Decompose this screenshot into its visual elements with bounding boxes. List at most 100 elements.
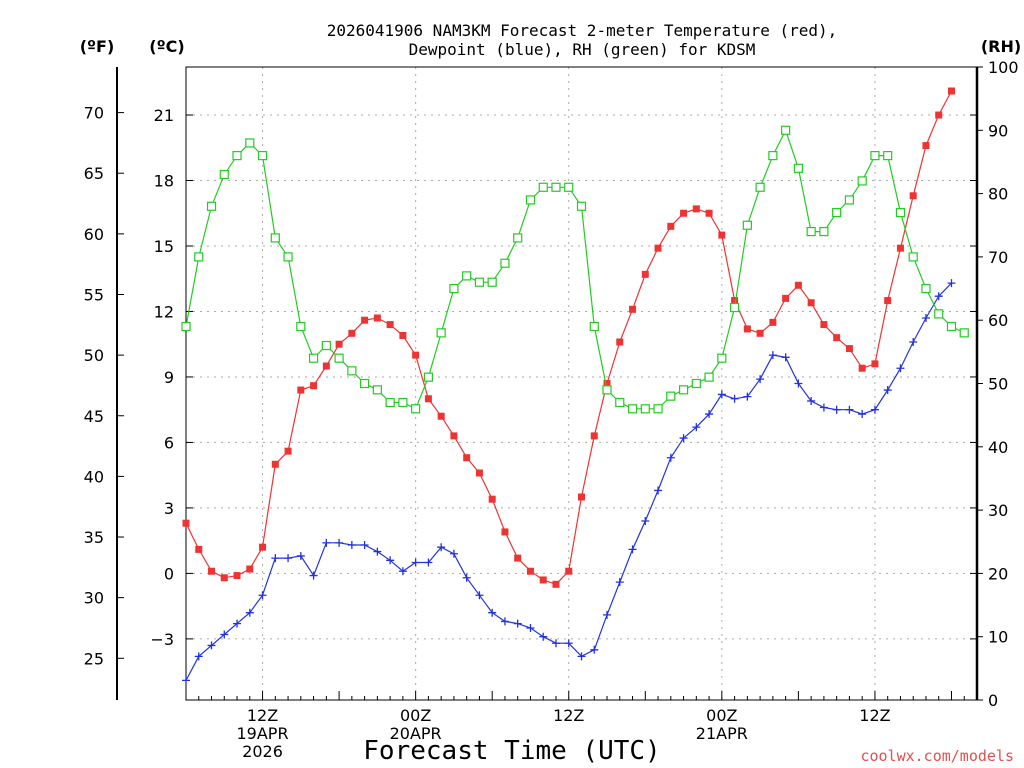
rh-point — [449, 283, 459, 294]
dewpoint-point — [539, 632, 548, 641]
dewpoint-point — [564, 639, 573, 648]
temperature-point — [526, 567, 534, 575]
dewpoint-point — [654, 486, 663, 495]
dewpoint-point — [641, 517, 650, 526]
rh-point — [921, 283, 931, 294]
temperature-point — [271, 460, 279, 468]
rh-point — [691, 378, 701, 389]
rh-point — [564, 182, 574, 192]
dewpoint-point — [475, 591, 484, 600]
temperature-point — [769, 318, 777, 326]
rh-point — [194, 252, 204, 262]
rh-point — [500, 258, 510, 268]
celsius-tick-label: 0 — [164, 564, 174, 583]
temperature-series — [182, 87, 955, 588]
rh-point — [245, 138, 255, 148]
celsius-tick-label: 3 — [164, 499, 174, 518]
fahrenheit-tick-label: 45 — [84, 407, 104, 426]
rh-point — [704, 372, 714, 382]
data-series — [181, 87, 969, 685]
temperature-point — [845, 345, 853, 353]
temperature-point — [386, 321, 394, 329]
temperature-point — [705, 209, 713, 217]
rh-point — [844, 195, 855, 205]
rh-point — [602, 385, 612, 395]
temperature-point — [310, 382, 318, 390]
x-tick-label: 12Z — [553, 706, 584, 725]
rh-point — [372, 385, 382, 395]
rh-point — [640, 404, 650, 414]
temperature-point — [373, 314, 381, 322]
temperature-point — [896, 244, 904, 252]
x-tick-label: 19APR — [237, 724, 289, 743]
temperature-point — [424, 395, 432, 403]
dewpoint-point — [296, 551, 305, 560]
rh-point — [895, 207, 906, 218]
rh-point — [576, 201, 587, 211]
dewpoint-point — [717, 390, 726, 399]
rh-point — [513, 233, 523, 243]
x-tick-label: 12Z — [859, 706, 890, 725]
temperature-point — [259, 543, 267, 551]
dewpoint-point — [449, 549, 458, 558]
x-tick-label: 00Z — [706, 706, 737, 725]
rh-point — [768, 151, 778, 161]
rh-tick-label: 60 — [988, 311, 1008, 330]
rh-point — [385, 397, 395, 408]
temperature-point — [692, 205, 700, 213]
dewpoint-series — [182, 279, 956, 685]
rh-point — [538, 182, 548, 192]
rh-point — [819, 226, 829, 237]
temperature-point — [935, 111, 943, 119]
x-tick-label: 20APR — [390, 724, 442, 743]
temperature-point — [195, 545, 203, 553]
fahrenheit-unit-label: (ºF) — [80, 37, 115, 56]
celsius-tick-label: 21 — [154, 106, 174, 125]
temperature-point — [437, 412, 445, 420]
dewpoint-point — [182, 676, 190, 685]
temperature-point — [909, 192, 917, 200]
temperature-point — [820, 321, 828, 329]
rh-tick-label: 80 — [988, 185, 1008, 204]
rh-point — [742, 220, 752, 230]
x-tick-label: 00Z — [400, 706, 431, 725]
temperature-point — [922, 142, 930, 150]
rh-tick-label: 90 — [988, 121, 1008, 140]
rh-point — [181, 321, 191, 332]
dewpoint-point — [500, 617, 509, 626]
temperature-point — [475, 469, 483, 477]
dewpoint-point — [207, 641, 216, 650]
rh-point — [959, 328, 969, 338]
rh-tick-label: 30 — [988, 501, 1008, 520]
dewpoint-point — [437, 543, 446, 552]
rh-point — [908, 252, 918, 262]
rh-point — [436, 328, 446, 338]
dewpoint-point — [551, 639, 560, 648]
temperature-point — [182, 519, 190, 527]
fahrenheit-tick-label: 55 — [84, 285, 104, 304]
credit-text: coolwx.com/models — [860, 747, 1014, 765]
temperature-point — [858, 364, 866, 372]
rh-point — [946, 321, 957, 332]
temperature-point — [629, 305, 637, 313]
temperature-point — [667, 222, 675, 230]
dewpoint-point — [743, 392, 752, 401]
chart-title-line-2: Dewpoint (blue), RH (green) for KDSM — [409, 40, 756, 59]
dewpoint-point — [768, 351, 777, 360]
x-tick-label: 2026 — [242, 742, 283, 761]
temperature-point — [603, 380, 611, 387]
dewpoint-point — [756, 375, 765, 384]
temperature-point — [348, 329, 356, 337]
dewpoint-point — [781, 353, 790, 362]
rh-tick-label: 50 — [988, 375, 1008, 394]
celsius-tick-label: 6 — [164, 433, 174, 452]
temperature-point — [794, 281, 802, 289]
celsius-tick-label: 15 — [154, 237, 174, 256]
axes: −3 0 3 6 9 12 15 18 21 25 30 35 40 45 50 55 60 65 70 0 10 20 3… — [84, 58, 1019, 761]
rh-point — [678, 385, 689, 395]
dewpoint-point — [615, 578, 624, 587]
rh-point — [615, 397, 625, 408]
temperature-point — [220, 574, 228, 582]
temperature-point — [743, 325, 751, 333]
